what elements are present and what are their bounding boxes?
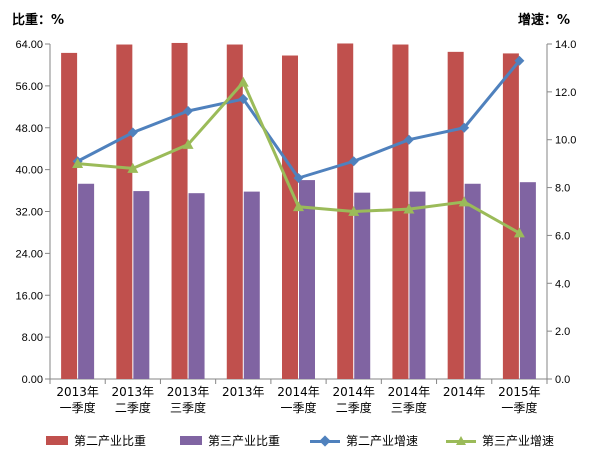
bar-tertiary-share: [519, 182, 536, 379]
x-tick-label-quarter: 一季度: [501, 400, 537, 415]
chart: 0.00 8.00 16.00 24.00 32.00 40.00 48.00 56.00 64…: [15, 39, 576, 415]
y-right-tick-label: 0.0: [555, 374, 570, 386]
point-secondary-growth: [459, 122, 470, 133]
y-right-tick-label: 6.0: [555, 230, 570, 242]
point-tertiary-growth: [403, 203, 415, 214]
y-right-tick-label: 12.0: [555, 87, 576, 99]
legend: 第二产业比重 第三产业比重 第二产业增速 第三产业增速: [0, 432, 592, 450]
y-left-tick-label: 64.00: [15, 39, 43, 51]
point-secondary-growth: [403, 134, 414, 145]
legend-label-secondary-growth: 第二产业增速: [346, 434, 419, 448]
x-tick-label-year: 2013年: [112, 385, 155, 399]
point-tertiary-growth: [293, 201, 304, 212]
bar-tertiary-share: [133, 191, 150, 379]
bar-tertiary-share: [464, 183, 481, 379]
y-axis-right-title: 增速：%: [518, 13, 571, 28]
legend-item-tertiary-growth: 第三产业增速: [446, 432, 554, 449]
legend-label-tertiary-growth: 第三产业增速: [482, 434, 555, 448]
x-tick-label-quarter: 二季度: [336, 400, 372, 415]
bar-secondary-share: [502, 53, 519, 379]
y-right-tick-label: 14.0: [555, 39, 576, 51]
x-tick-label-year: 2013年: [56, 385, 99, 399]
point-secondary-growth: [238, 94, 249, 105]
bar-tertiary-share: [243, 191, 260, 379]
x-tick-label-quarter: 二季度: [115, 400, 151, 415]
point-secondary-growth: [293, 173, 304, 183]
x-tick-label-quarter: 一季度: [280, 400, 316, 415]
legend-item-tertiary-share: 第三产业比重: [180, 432, 280, 449]
point-tertiary-growth: [237, 76, 249, 87]
point-tertiary-growth: [182, 139, 194, 149]
bar-tertiary-share: [78, 183, 95, 379]
legend-line-secondary-growth: [310, 434, 340, 447]
x-tick-label-quarter: 三季度: [391, 400, 427, 415]
legend-swatch-tertiary-share: [180, 436, 202, 445]
bar-tertiary-share: [299, 180, 315, 379]
y-right-tick-label: 4.0: [555, 278, 570, 290]
point-tertiary-growth: [348, 206, 360, 216]
bar-secondary-share: [447, 51, 464, 379]
legend-label-tertiary-share: 第三产业比重: [208, 434, 281, 448]
x-tick-label-year: 2014年: [443, 385, 486, 399]
point-tertiary-growth: [458, 196, 470, 207]
legend-item-secondary-growth: 第二产业增速: [310, 432, 418, 449]
bar-secondary-share: [392, 44, 409, 379]
y-left-tick-label: 56.00: [15, 81, 43, 93]
y-left-tick-label: 48.00: [15, 123, 43, 135]
point-secondary-growth: [514, 55, 525, 66]
point-secondary-growth: [183, 106, 194, 116]
legend-line-tertiary-growth: [446, 435, 476, 447]
bar-secondary-share: [61, 52, 78, 379]
bar-secondary-share: [282, 55, 298, 379]
bar-secondary-share: [171, 42, 188, 379]
x-tick-label-quarter: 一季度: [60, 400, 96, 415]
y-left-tick-label: 40.00: [15, 165, 43, 177]
y-right-tick-label: 10.0: [555, 135, 576, 147]
bar-tertiary-share: [409, 191, 426, 379]
x-tick-label-year: 2014年: [332, 385, 375, 399]
y-right-tick-label: 2.0: [555, 326, 570, 338]
legend-label-secondary-share: 第二产业比重: [74, 434, 147, 448]
x-tick-label-year: 2013年: [167, 385, 210, 399]
y-left-tick-label: 16.00: [15, 290, 43, 302]
y-right-tick-label: 8.0: [555, 183, 570, 195]
point-tertiary-growth: [513, 227, 525, 238]
bar-secondary-share: [226, 44, 243, 379]
x-tick-label-year: 2015年: [498, 385, 541, 399]
legend-item-secondary-share: 第二产业比重: [46, 432, 146, 449]
point-tertiary-growth: [72, 158, 84, 169]
bar-secondary-share: [116, 44, 133, 379]
y-left-tick-label: 8.00: [22, 332, 43, 344]
x-tick-label-year: 2014年: [388, 385, 431, 399]
bar-tertiary-share: [354, 192, 371, 379]
y-left-tick-label: 32.00: [15, 207, 43, 219]
y-axis-left-title: 比重：%: [12, 13, 65, 28]
x-tick-label-year: 2013年: [222, 385, 265, 399]
point-secondary-growth: [348, 156, 359, 167]
bar-tertiary-share: [188, 193, 205, 379]
point-tertiary-growth: [127, 162, 139, 173]
y-left-tick-label: 0.00: [22, 374, 43, 386]
point-secondary-growth: [127, 127, 138, 138]
x-tick-label-quarter: 三季度: [170, 400, 206, 415]
y-left-tick-label: 24.00: [15, 248, 43, 260]
legend-swatch-secondary-share: [46, 436, 68, 445]
x-tick-label-year: 2014年: [277, 385, 320, 399]
